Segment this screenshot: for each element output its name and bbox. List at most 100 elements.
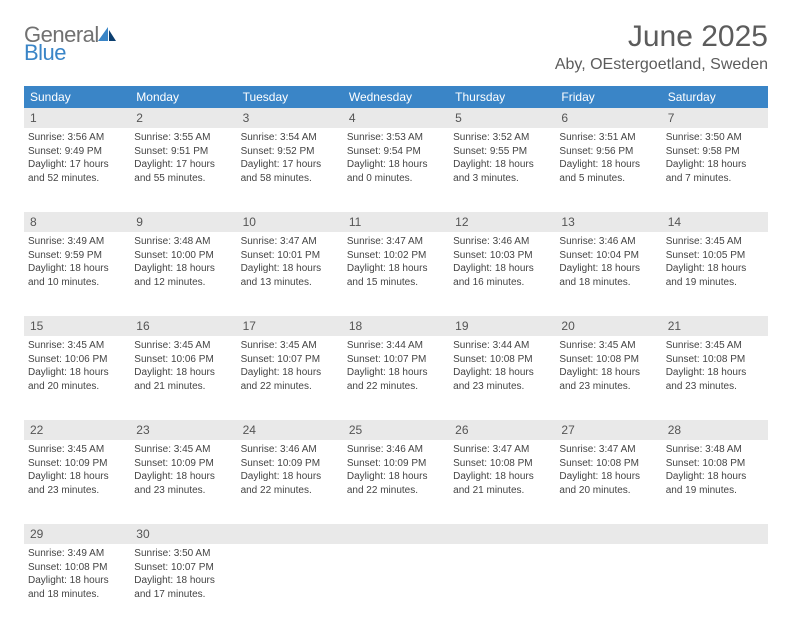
- sunset-text: Sunset: 10:08 PM: [28, 561, 126, 575]
- day-cell: Sunrise: 3:48 AMSunset: 10:00 PMDaylight…: [130, 232, 236, 316]
- day-cell: [343, 544, 449, 628]
- sunset-text: Sunset: 9:52 PM: [241, 145, 339, 159]
- daylight-text: Daylight: 18 hours and 10 minutes.: [28, 262, 126, 289]
- daynum-row: 22232425262728: [24, 420, 768, 440]
- sunrise-text: Sunrise: 3:46 AM: [241, 443, 339, 457]
- day-number: 10: [237, 212, 343, 232]
- day-details: Sunrise: 3:50 AMSunset: 10:07 PMDaylight…: [134, 544, 232, 601]
- day-number: 11: [343, 212, 449, 232]
- day-number: 14: [662, 212, 768, 232]
- day-number: 4: [343, 108, 449, 128]
- day-details: Sunrise: 3:54 AMSunset: 9:52 PMDaylight:…: [241, 128, 339, 185]
- day-cell: Sunrise: 3:45 AMSunset: 10:08 PMDaylight…: [555, 336, 661, 420]
- sunset-text: Sunset: 10:07 PM: [134, 561, 232, 575]
- day-header-saturday: Saturday: [662, 86, 768, 108]
- day-number: 7: [662, 108, 768, 128]
- sunrise-text: Sunrise: 3:50 AM: [134, 547, 232, 561]
- sunset-text: Sunset: 10:09 PM: [241, 457, 339, 471]
- day-number: 3: [237, 108, 343, 128]
- day-header-thursday: Thursday: [449, 86, 555, 108]
- sunset-text: Sunset: 10:04 PM: [559, 249, 657, 263]
- header: General Blue June 2025 Aby, OEstergoetla…: [24, 20, 768, 74]
- day-cell: Sunrise: 3:47 AMSunset: 10:01 PMDaylight…: [237, 232, 343, 316]
- day-cell: Sunrise: 3:45 AMSunset: 10:07 PMDaylight…: [237, 336, 343, 420]
- day-cell: Sunrise: 3:46 AMSunset: 10:03 PMDaylight…: [449, 232, 555, 316]
- week: 1234567 Sunrise: 3:56 AMSunset: 9:49 PM Da…: [24, 108, 768, 212]
- sunset-text: Sunset: 10:05 PM: [666, 249, 764, 263]
- day-cell: Sunrise: 3:49 AMSunset: 10:08 PMDaylight…: [24, 544, 130, 628]
- sunrise-text: Sunrise: 3:53 AM: [347, 131, 445, 145]
- week: 15161718192021Sunrise: 3:45 AMSunset: 10…: [24, 316, 768, 420]
- day-details: Sunrise: 3:46 AMSunset: 10:03 PMDaylight…: [453, 232, 551, 289]
- daynum-row: 1234567: [24, 108, 768, 128]
- sunset-text: Sunset: 9:55 PM: [453, 145, 551, 159]
- sunrise-text: Sunrise: 3:45 AM: [666, 235, 764, 249]
- sunset-text: Sunset: 10:08 PM: [559, 457, 657, 471]
- sunrise-text: Sunrise: 3:44 AM: [347, 339, 445, 353]
- day-cell: [449, 544, 555, 628]
- sunrise-text: Sunrise: 3:49 AM: [28, 235, 126, 249]
- day-header-friday: Friday: [555, 86, 661, 108]
- sunrise-text: Sunrise: 3:47 AM: [453, 443, 551, 457]
- sunrise-text: Sunrise: 3:50 AM: [666, 131, 764, 145]
- sunset-text: Sunset: 10:08 PM: [666, 353, 764, 367]
- sunrise-text: Sunrise: 3:47 AM: [559, 443, 657, 457]
- sunset-text: Sunset: 9:56 PM: [559, 145, 657, 159]
- day-details: Sunrise: 3:49 AMSunset: 10:08 PMDaylight…: [28, 544, 126, 601]
- day-cell: Sunrise: 3:46 AMSunset: 10:04 PMDaylight…: [555, 232, 661, 316]
- daylight-text: Daylight: 18 hours and 21 minutes.: [134, 366, 232, 393]
- day-cell: Sunrise: 3:56 AMSunset: 9:49 PMDaylight:…: [24, 128, 130, 212]
- logo-blue: Blue: [24, 40, 66, 65]
- sunrise-text: Sunrise: 3:54 AM: [241, 131, 339, 145]
- day-details: Sunrise: 3:48 AMSunset: 10:00 PMDaylight…: [134, 232, 232, 289]
- day-details: Sunrise: 3:50 AMSunset: 9:58 PMDaylight:…: [666, 128, 764, 185]
- day-cell: Sunrise: 3:54 AMSunset: 9:52 PMDaylight:…: [237, 128, 343, 212]
- sunrise-text: Sunrise: 3:46 AM: [347, 443, 445, 457]
- week-cells: Sunrise: 3:45 AMSunset: 10:06 PMDaylight…: [24, 336, 768, 420]
- day-details: Sunrise: 3:45 AMSunset: 10:07 PMDaylight…: [241, 336, 339, 393]
- sunset-text: Sunset: 9:49 PM: [28, 145, 126, 159]
- daylight-text: Daylight: 18 hours and 7 minutes.: [666, 158, 764, 185]
- day-number: 19: [449, 316, 555, 336]
- week-cells: Sunrise: 3:45 AMSunset: 10:09 PMDaylight…: [24, 440, 768, 524]
- day-number: 21: [662, 316, 768, 336]
- day-details: Sunrise: 3:48 AMSunset: 10:08 PMDaylight…: [666, 440, 764, 497]
- week: 22232425262728Sunrise: 3:45 AMSunset: 10…: [24, 420, 768, 524]
- sunset-text: Sunset: 9:51 PM: [134, 145, 232, 159]
- day-number: 26: [449, 420, 555, 440]
- day-headers: Sunday Monday Tuesday Wednesday Thursday…: [24, 86, 768, 108]
- day-cell: [662, 544, 768, 628]
- day-number: [662, 524, 768, 544]
- day-number: 16: [130, 316, 236, 336]
- calendar: Sunday Monday Tuesday Wednesday Thursday…: [24, 86, 768, 628]
- day-details: Sunrise: 3:45 AMSunset: 10:09 PMDaylight…: [134, 440, 232, 497]
- logo-text-stack: General Blue: [24, 24, 117, 64]
- sunset-text: Sunset: 10:06 PM: [28, 353, 126, 367]
- day-details: Sunrise: 3:46 AMSunset: 10:04 PMDaylight…: [559, 232, 657, 289]
- day-cell: Sunrise: 3:45 AMSunset: 10:09 PMDaylight…: [130, 440, 236, 524]
- day-cell: Sunrise: 3:46 AMSunset: 10:09 PMDaylight…: [343, 440, 449, 524]
- day-number: 18: [343, 316, 449, 336]
- daylight-text: Daylight: 18 hours and 19 minutes.: [666, 262, 764, 289]
- day-number: 24: [237, 420, 343, 440]
- sunrise-text: Sunrise: 3:45 AM: [28, 339, 126, 353]
- sunrise-text: Sunrise: 3:45 AM: [241, 339, 339, 353]
- day-cell: [237, 544, 343, 628]
- day-details: Sunrise: 3:47 AMSunset: 10:02 PMDaylight…: [347, 232, 445, 289]
- day-details: Sunrise: 3:45 AMSunset: 10:09 PMDaylight…: [28, 440, 126, 497]
- location: Aby, OEstergoetland, Sweden: [555, 56, 768, 74]
- sunrise-text: Sunrise: 3:56 AM: [28, 131, 126, 145]
- daynum-row: 2930: [24, 524, 768, 544]
- day-cell: Sunrise: 3:44 AMSunset: 10:08 PMDaylight…: [449, 336, 555, 420]
- day-number: [237, 524, 343, 544]
- day-cell: Sunrise: 3:50 AMSunset: 9:58 PMDaylight:…: [662, 128, 768, 212]
- week-cells: Sunrise: 3:56 AMSunset: 9:49 PM Daylight:…: [24, 128, 768, 212]
- day-number: 5: [449, 108, 555, 128]
- day-cell: Sunrise: 3:52 AMSunset: 9:55 PMDaylight:…: [449, 128, 555, 212]
- weeks-container: 1234567 Sunrise: 3:56 AMSunset: 9:49 PM Da…: [24, 108, 768, 628]
- daylight-text: Daylight: 18 hours and 15 minutes.: [347, 262, 445, 289]
- sunset-text: Sunset: 10:09 PM: [347, 457, 445, 471]
- daylight-text: Daylight: 18 hours and 21 minutes.: [453, 470, 551, 497]
- daylight-text: Daylight: 18 hours and 20 minutes.: [559, 470, 657, 497]
- day-cell: Sunrise: 3:45 AMSunset: 10:06 PMDaylight…: [130, 336, 236, 420]
